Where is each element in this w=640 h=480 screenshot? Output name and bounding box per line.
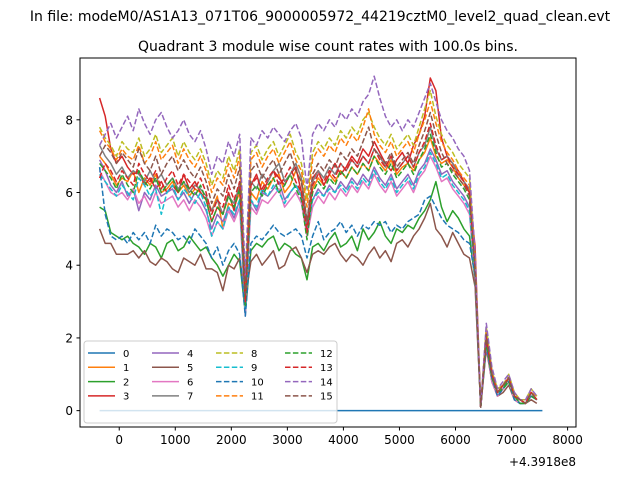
- series-line-6: [98, 155, 538, 408]
- y-tick-label: 8: [65, 113, 73, 127]
- legend-label-11: 11: [251, 392, 264, 403]
- plot-series: [98, 75, 543, 412]
- legend-label-8: 8: [251, 349, 257, 360]
- legend-label-10: 10: [251, 377, 264, 388]
- x-tick-label: 4000: [328, 433, 359, 447]
- series-line-14: [98, 75, 538, 408]
- y-tick-label: 0: [65, 404, 73, 418]
- y-tick-label: 4: [65, 259, 73, 273]
- legend-label-1: 1: [123, 363, 129, 374]
- legend-label-5: 5: [187, 363, 193, 374]
- legend-label-6: 6: [187, 377, 193, 388]
- legend-label-7: 7: [187, 392, 193, 403]
- series-line-1: [99, 137, 538, 408]
- plot-frame: [79, 57, 577, 428]
- x-tick-label: 6000: [440, 433, 471, 447]
- series-line-9: [99, 151, 538, 408]
- series-line-13: [98, 122, 538, 408]
- series-line-5: [98, 202, 538, 408]
- x-tick-label: 7000: [496, 433, 527, 447]
- legend-label-0: 0: [123, 349, 129, 360]
- x-tick-label: 1000: [160, 433, 191, 447]
- y-tick-label: 2: [65, 331, 73, 345]
- legend-label-2: 2: [123, 377, 129, 388]
- series-line-2: [99, 180, 538, 408]
- legend-label-3: 3: [123, 392, 129, 403]
- series-line-11: [98, 100, 538, 408]
- chart-title: Quadrant 3 module wise count rates with …: [138, 39, 518, 55]
- series-line-4: [98, 148, 538, 408]
- x-tick-label: 0: [115, 433, 123, 447]
- series-line-12: [99, 133, 538, 408]
- y-axis: 0 2 4 6 8: [65, 113, 80, 418]
- series-line-10: [98, 167, 538, 408]
- legend-label-15: 15: [320, 392, 333, 403]
- legend-label-12: 12: [320, 349, 333, 360]
- legend-label-14: 14: [320, 377, 333, 388]
- x-offset-label: +4.3918e8: [509, 455, 576, 469]
- legend-box: [83, 340, 338, 424]
- figure-suptitle: In file: modeM0/AS1A13_071T06_9000005972…: [30, 9, 611, 25]
- x-tick-label: 5000: [384, 433, 415, 447]
- series-line-15: [98, 111, 538, 408]
- x-axis: 0 1000 2000 3000 4000 5000 6000 7000 8000: [115, 427, 583, 447]
- x-tick-label: 8000: [552, 433, 583, 447]
- legend-label-9: 9: [251, 363, 257, 374]
- y-tick-label: 6: [65, 186, 73, 200]
- legend-label-4: 4: [187, 349, 193, 360]
- legend-label-13: 13: [320, 363, 333, 374]
- x-tick-label: 3000: [272, 433, 303, 447]
- x-tick-label: 2000: [216, 433, 247, 447]
